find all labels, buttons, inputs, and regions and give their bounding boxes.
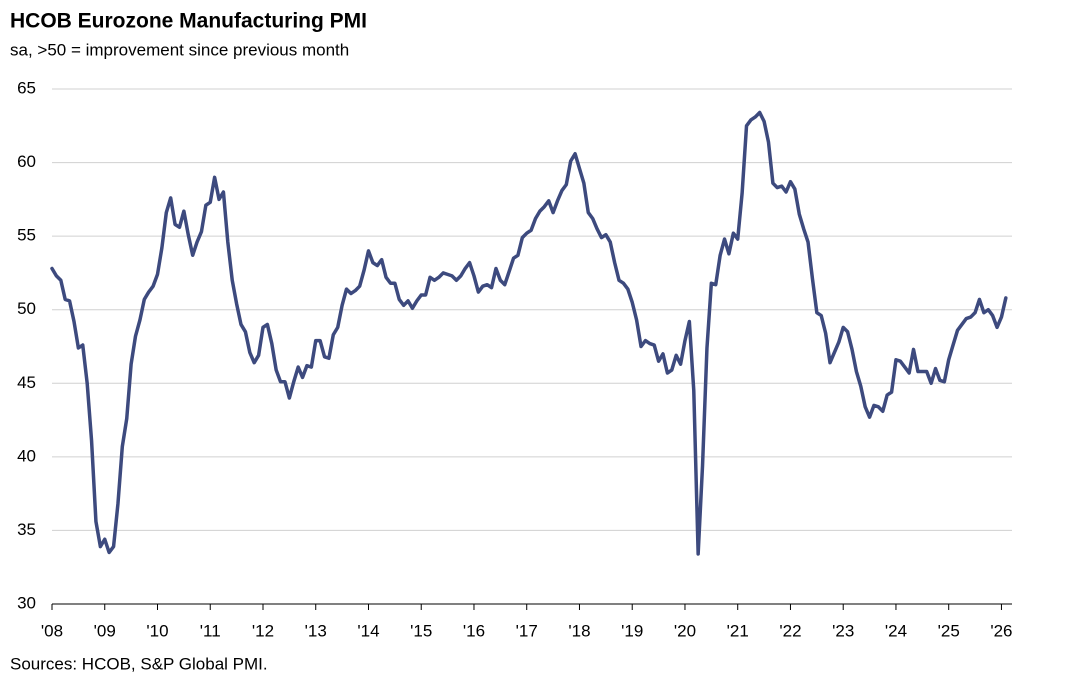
x-tick-label: '09 (94, 621, 116, 640)
y-tick-label: 30 (17, 593, 36, 612)
x-tick-label: '20 (674, 621, 696, 640)
chart-subtitle: sa, >50 = improvement since previous mon… (10, 40, 349, 59)
x-tick-label: '13 (305, 621, 327, 640)
x-tick-label: '14 (357, 621, 379, 640)
x-tick-label: '11 (200, 621, 221, 640)
x-tick-label: '10 (146, 621, 168, 640)
x-tick-label: '18 (568, 621, 590, 640)
x-tick-label: '16 (463, 621, 485, 640)
y-tick-label: 35 (17, 520, 36, 539)
x-tick-label: '25 (938, 621, 960, 640)
x-tick-label: '23 (832, 621, 854, 640)
x-tick-label: '12 (252, 621, 274, 640)
y-tick-label: 45 (17, 373, 36, 392)
y-tick-label: 65 (17, 78, 36, 97)
x-tick-label: '15 (410, 621, 432, 640)
data-line (50, 110, 1008, 556)
x-tick-label: '17 (516, 621, 538, 640)
x-tick-label: '19 (621, 621, 643, 640)
x-tick-label: '21 (727, 621, 749, 640)
x-tick-label: '24 (885, 621, 907, 640)
chart-title: HCOB Eurozone Manufacturing PMI (10, 10, 367, 33)
x-tick-label: '22 (779, 621, 801, 640)
source-note: Sources: HCOB, S&P Global PMI. (10, 654, 268, 673)
y-tick-label: 40 (17, 446, 36, 465)
y-tick-label: 55 (17, 226, 36, 245)
x-tick-label: '26 (990, 621, 1012, 640)
x-tick-label: '08 (41, 621, 63, 640)
y-tick-label: 50 (17, 299, 36, 318)
y-tick-label: 60 (17, 152, 36, 171)
